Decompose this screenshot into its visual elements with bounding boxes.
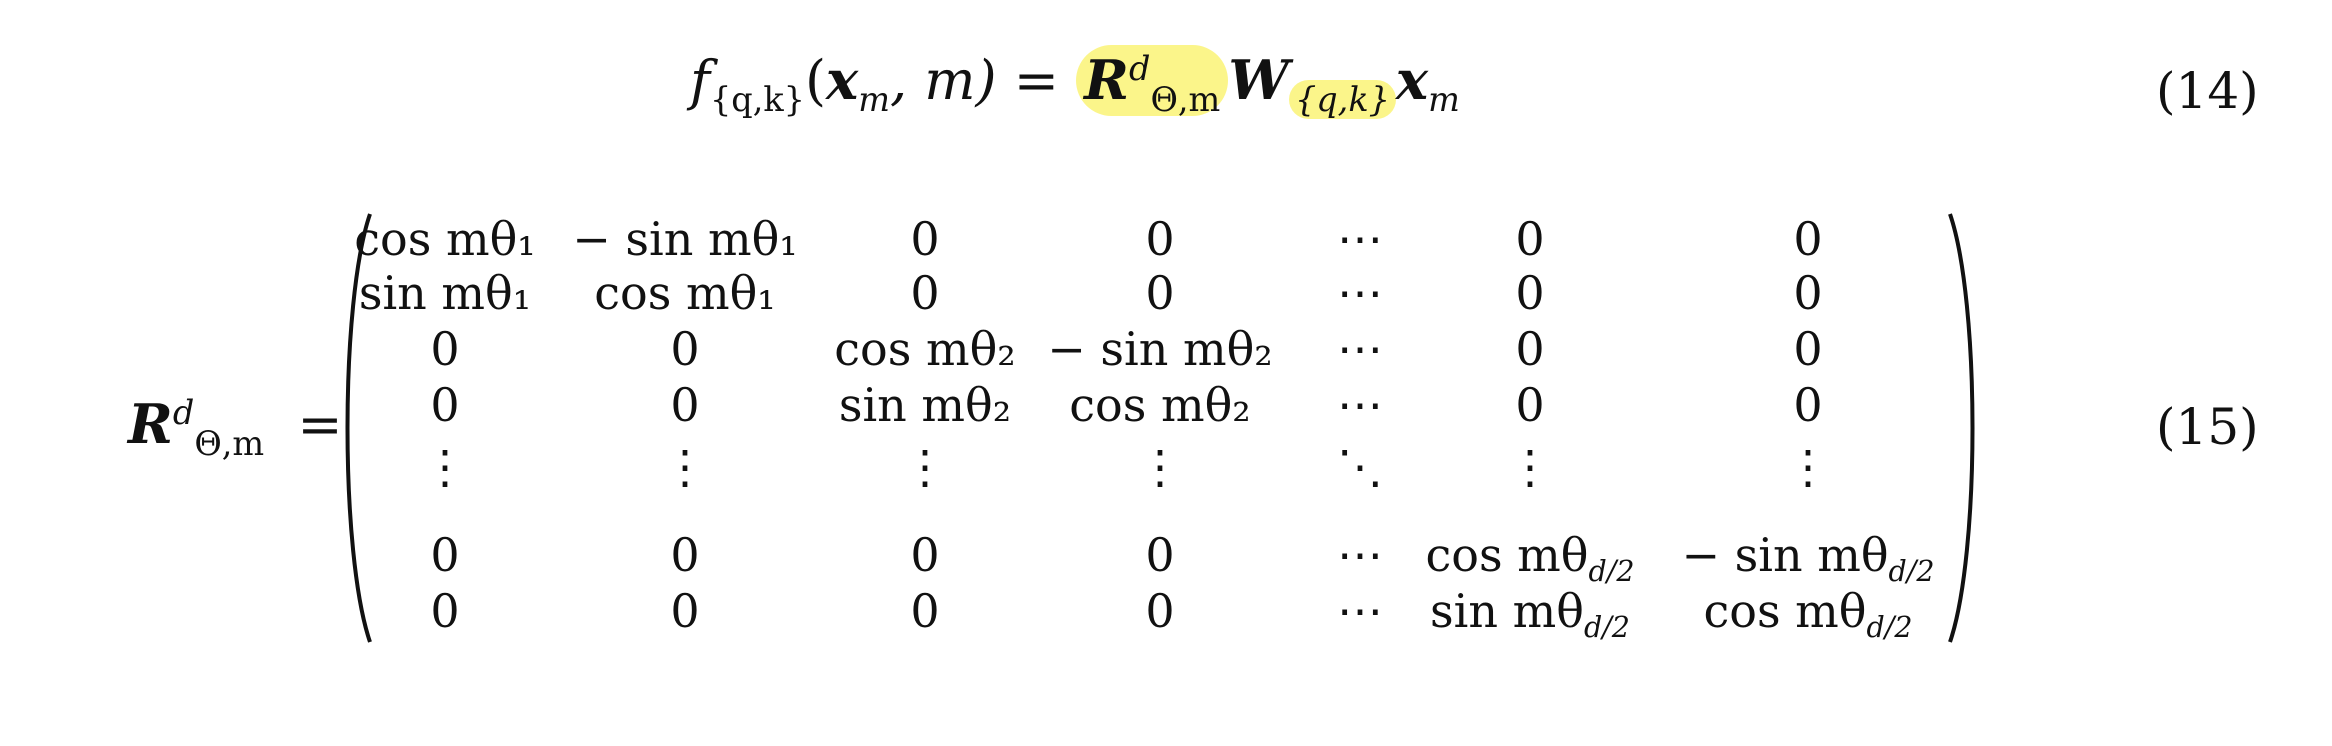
matrix-cell-r3-c1: 0 — [430, 322, 460, 376]
equation-number-15: (15) — [2156, 398, 2259, 456]
matrix-cell-r4-c5: ⋯ — [1337, 378, 1383, 432]
matrix-cell-r1-c6: 0 — [1515, 212, 1545, 266]
matrix-cell-r2-c3: 0 — [910, 266, 940, 320]
highlighted-rotation-matrix: RdΘ,m — [1076, 45, 1229, 119]
matrix-cell-r3-c3: cos mθ₂ — [834, 322, 1016, 376]
matrix-cell-r5-c4: ⋮ — [1137, 440, 1183, 494]
matrix-cell-r6-c7: − sin mθd/2 — [1681, 528, 1935, 589]
matrix-cell-r7-c1: 0 — [430, 584, 460, 638]
vector-x: x — [826, 48, 859, 112]
matrix-cell-r3-c6: 0 — [1515, 322, 1545, 376]
matrix-cell-r7-c2: 0 — [670, 584, 700, 638]
open-paren: ( — [804, 49, 827, 112]
matrix-cell-r5-c5: ⋱ — [1337, 440, 1383, 494]
rotation-matrix-lhs-subscript: Θ,m — [194, 423, 265, 463]
matrix-cell-r4-c2: 0 — [670, 378, 700, 432]
equation-number-14: (14) — [2156, 62, 2259, 120]
matrix-cell-r5-c6: ⋮ — [1507, 440, 1553, 494]
matrix-cell-r7-c7: cos mθd/2 — [1703, 584, 1913, 645]
rotation-matrix-R-lhs: R — [128, 392, 173, 456]
matrix-cell-r6-c2: 0 — [670, 528, 700, 582]
matrix-cell-r3-c7: 0 — [1793, 322, 1823, 376]
matrix-cell-r7-c5: ⋯ — [1337, 584, 1383, 638]
weight-matrix-subscript: {q,k} — [1288, 79, 1396, 119]
comma-m-equals: , m) = — [889, 49, 1077, 112]
vector-x-subscript: m — [858, 79, 890, 119]
matrix-cell-r3-c4: − sin mθ₂ — [1047, 322, 1273, 376]
matrix-cell-r3-c5: ⋯ — [1337, 322, 1383, 376]
matrix-cell-r5-c3: ⋮ — [902, 440, 948, 494]
matrix-cell-r6-c1: 0 — [430, 528, 460, 582]
matrix-cell-r3-c2: 0 — [670, 322, 700, 376]
left-parenthesis — [334, 212, 374, 644]
rotation-matrix-subscript: Θ,m — [1150, 79, 1221, 119]
matrix-cell-r2-c2: cos mθ₁ — [594, 266, 776, 320]
rotation-matrix-R: R — [1084, 48, 1130, 112]
equation-15-lhs: RdΘ,m = — [128, 392, 343, 460]
matrix-cell-r1-c1: cos mθ₁ — [354, 212, 536, 266]
function-f: f — [690, 49, 710, 112]
equation-14: f{q,k}(xm, m) = RdΘ,m W {q,k} xm — [690, 45, 1460, 119]
equals-sign: = — [297, 393, 343, 456]
vector-x-2-subscript: m — [1428, 79, 1460, 119]
matrix-cell-r5-c2: ⋮ — [662, 440, 708, 494]
matrix-cell-r1-c5: ⋯ — [1337, 212, 1383, 266]
rotation-matrix-body: cos mθ₁ − sin mθ₁ 0 0 ⋯ 0 0 sin mθ₁ cos mθ₁ 0 0 ⋯ 0 0… — [354, 212, 1960, 645]
matrix-cell-r2-c4: 0 — [1145, 266, 1175, 320]
matrix-cell-r4-c7: 0 — [1793, 378, 1823, 432]
matrix-cell-r4-c3: sin mθ₂ — [838, 378, 1012, 432]
matrix-cell-r2-c1: sin mθ₁ — [358, 266, 532, 320]
matrix-cell-r7-c3: 0 — [910, 584, 940, 638]
matrix-cell-r4-c6: 0 — [1515, 378, 1545, 432]
matrix-cell-r1-c2: − sin mθ₁ — [572, 212, 798, 266]
matrix-cell-r5-c7: ⋮ — [1785, 440, 1831, 494]
matrix-cell-r4-c4: cos mθ₂ — [1069, 378, 1251, 432]
matrix-cell-r6-c5: ⋯ — [1337, 528, 1383, 582]
function-f-subscript: {q,k} — [710, 79, 805, 119]
right-parenthesis — [1946, 212, 1986, 644]
matrix-cell-r1-c7: 0 — [1793, 212, 1823, 266]
vector-x-2: x — [1395, 48, 1429, 112]
matrix-cell-r7-c6: sin mθd/2 — [1430, 584, 1630, 645]
matrix-cell-r7-c4: 0 — [1145, 584, 1175, 638]
matrix-cell-r5-c1: ⋮ — [422, 440, 468, 494]
matrix-cell-r1-c3: 0 — [910, 212, 940, 266]
matrix-cell-r4-c1: 0 — [430, 378, 460, 432]
matrix-cell-r2-c6: 0 — [1515, 266, 1545, 320]
rotation-matrix-lhs-superscript: d — [172, 393, 195, 432]
matrix-cell-r2-c7: 0 — [1793, 266, 1823, 320]
matrix-cell-r6-c4: 0 — [1145, 528, 1175, 582]
weight-matrix-W: W — [1228, 48, 1289, 112]
matrix-cell-r1-c4: 0 — [1145, 212, 1175, 266]
rotation-matrix-superscript: d — [1129, 49, 1151, 88]
matrix-cell-r6-c6: cos mθd/2 — [1425, 528, 1635, 589]
matrix-cell-r6-c3: 0 — [910, 528, 940, 582]
matrix-cell-r2-c5: ⋯ — [1337, 266, 1383, 320]
